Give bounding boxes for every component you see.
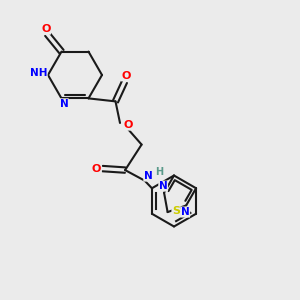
Text: NH: NH	[30, 68, 47, 78]
Text: O: O	[41, 24, 50, 34]
Text: S: S	[172, 206, 180, 216]
Text: H: H	[155, 167, 164, 177]
Text: N: N	[144, 171, 153, 181]
Text: N: N	[59, 99, 68, 109]
Text: O: O	[92, 164, 101, 174]
Text: O: O	[121, 71, 131, 81]
Text: N: N	[159, 181, 167, 191]
Text: N: N	[181, 207, 190, 217]
Text: O: O	[124, 120, 133, 130]
